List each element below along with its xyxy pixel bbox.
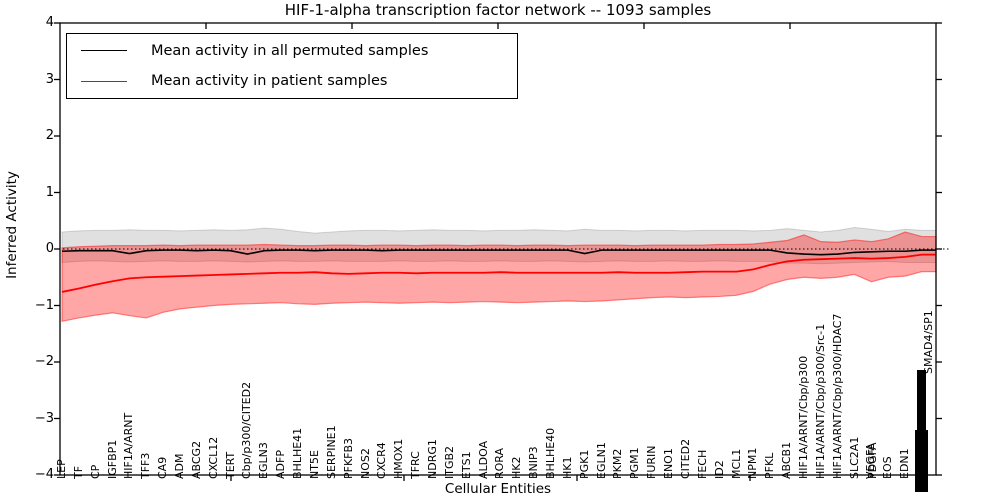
y-tick-label: −2 [34, 354, 54, 369]
y-tick-label: 1 [45, 184, 54, 200]
legend: Mean activity in all permuted samples Me… [66, 33, 518, 99]
x-tick-label-text: NT5E [307, 450, 321, 479]
x-tick-label-text: CITED2 [678, 438, 692, 479]
x-tick-label-text: NDRG1 [425, 439, 439, 479]
x-tick-label-text: HIF1A/ARNT/Cbp/p300 [796, 355, 810, 479]
x-tick-label-text: EGLN1 [594, 442, 608, 479]
x-tick-label-text: PKM2 [611, 448, 625, 479]
x-tick-label-text: IGFBP1 [105, 439, 119, 479]
legend-item-patient: Mean activity in patient samples [67, 67, 517, 95]
x-tick-label-text: HIF1A/ARNT [122, 412, 136, 479]
x-tick-label-text: BHLHE40 [544, 427, 558, 479]
cluster-visible-label-text: SMAD4/SP1 [922, 310, 935, 374]
x-tick-label-text: LEP [55, 459, 68, 479]
permuted-mean-line [61, 249, 936, 256]
x-tick-label-text: NOS2 [358, 448, 372, 479]
x-tick-label-text: TFF3 [139, 452, 153, 479]
x-tick-label-text: PGK1 [577, 449, 591, 479]
x-tick-label-text: ABCB1 [780, 441, 794, 479]
x-axis-label: Cellular Entities [444, 481, 552, 497]
x-tick-label-text: EDN1 [898, 448, 912, 479]
y-tick-label: −4 [34, 467, 54, 482]
x-tick-label-text: SERPINE1 [324, 425, 338, 479]
x-tick-label-text: CA9 [156, 456, 170, 479]
x-tick-label-text: ABCG2 [189, 440, 203, 479]
patient-band [61, 231, 937, 323]
legend-line-patient [81, 80, 127, 82]
x-tick-label-text: ALDOA [476, 440, 490, 479]
legend-label-patient: Mean activity in patient samples [151, 73, 388, 90]
x-tick-label-text: EOS [881, 456, 895, 479]
x-tick-label-text: TERT [223, 451, 237, 479]
patient-mean-line [61, 253, 936, 293]
legend-label-permuted: Mean activity in all permuted samples [151, 42, 429, 59]
x-tick-label-text: ENO1 [662, 448, 676, 479]
x-tick-label-overlapping-text: PDGFA [865, 442, 879, 479]
x-tick-label-text: HMOX1 [392, 438, 406, 479]
x-tick-label-text: CP [88, 464, 102, 479]
y-tick-label: −1 [34, 297, 54, 313]
x-tick-label-text: NPM1 [746, 447, 760, 479]
x-tick-label-text: HIF1A/ARNT/Cbp/p300/HDAC7 [830, 313, 844, 480]
x-tick-label-text: FECH [695, 449, 709, 479]
x-tick-label-text: PFKL [763, 452, 777, 479]
x-tick-label-text: ITGB2 [442, 445, 456, 479]
y-tick-label: 2 [45, 128, 54, 143]
x-tick-label-text: ADM [173, 453, 187, 480]
x-tick-label-text: CXCR4 [375, 442, 389, 479]
x-tick-label-text: RORA [493, 447, 507, 479]
y-tick-label: 0 [45, 241, 54, 256]
x-tick-label-text: MCL1 [729, 448, 743, 479]
y-tick-label: −3 [34, 410, 54, 426]
legend-line-permuted [81, 50, 127, 52]
chart-title: HIF-1-alpha transcription factor network… [284, 1, 712, 19]
x-tick-label-text: HK1 [560, 456, 574, 479]
x-tick-label-text: ETS1 [459, 451, 473, 479]
x-tick-label-text: PFKFB3 [341, 437, 355, 479]
x-tick-label-text: HK2 [510, 456, 524, 479]
overlapping-labels-cluster-lower [915, 430, 928, 492]
x-tick-label-text: BHLHE41 [291, 427, 305, 479]
x-tick-label-text: TFRC [409, 451, 423, 479]
x-tick-label-text: EGLN3 [257, 442, 271, 479]
y-tick-label: 3 [45, 71, 54, 87]
x-tick-label-text: ID2 [712, 460, 726, 479]
x-tick-label-text: ADFP [274, 450, 288, 479]
x-tick-label-text: SLC2A1 [847, 436, 861, 479]
x-tick-label-text: Cbp/p300/CITED2 [240, 381, 254, 479]
x-tick-label-text: CXCL12 [206, 436, 220, 479]
x-tick-label-text: PGM1 [628, 447, 642, 479]
legend-item-permuted: Mean activity in all permuted samples [67, 37, 517, 65]
y-tick-label: 4 [45, 15, 54, 30]
x-tick-label-text: HIF1A/ARNT/Cbp/p300/Src-1 [813, 323, 827, 479]
x-tick-label-text: TF [71, 465, 85, 479]
x-tick-label-text: FURIN [645, 445, 659, 480]
x-tick-label-text: BNIP3 [527, 446, 541, 479]
